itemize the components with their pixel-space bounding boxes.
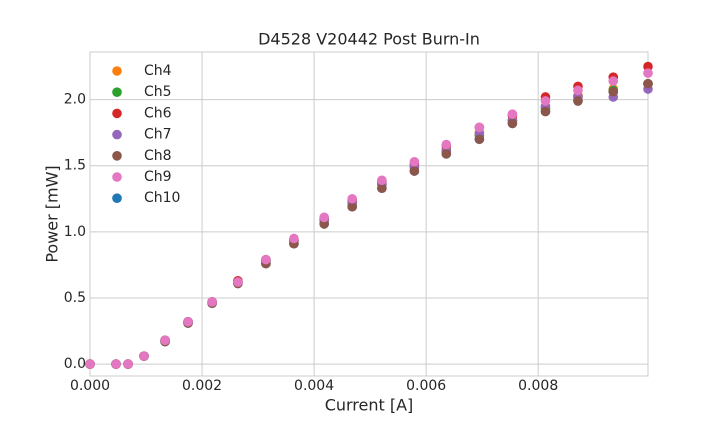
data-point (409, 166, 420, 176)
legend-label: Ch6 (144, 105, 172, 121)
data-point (643, 68, 653, 78)
data-point (123, 359, 133, 369)
legend-marker (112, 129, 122, 140)
data-point (347, 201, 357, 212)
data-point (319, 212, 329, 223)
data-point (111, 359, 121, 369)
data-point (540, 96, 551, 106)
data-point (441, 139, 452, 150)
y-tick-label: 0.5 (64, 290, 86, 306)
legend-label: Ch4 (144, 63, 172, 79)
data-point (540, 106, 551, 117)
data-point (507, 109, 518, 119)
y-tick-label: 2.0 (64, 92, 86, 108)
data-point (643, 61, 653, 72)
legend-marker (112, 151, 122, 161)
x-tick-label: 0.000 (70, 378, 110, 394)
y-tick-label: 1.0 (64, 224, 86, 240)
legend-label: Ch5 (144, 84, 172, 100)
data-point (319, 219, 329, 229)
data-point (377, 175, 387, 186)
plot-frame (89, 51, 649, 377)
y-tick-label: 1.5 (64, 158, 86, 174)
y-axis-label: Power [mW] (43, 165, 62, 262)
data-point (347, 193, 357, 204)
legend-marker (112, 87, 122, 97)
data-point (85, 359, 95, 369)
x-tick-label: 0.006 (406, 378, 446, 394)
data-point (183, 316, 193, 327)
data-point (409, 156, 420, 167)
data-point (289, 233, 299, 244)
legend-marker (112, 66, 122, 76)
legend-label: Ch7 (144, 127, 172, 143)
legend-marker (112, 108, 122, 119)
x-tick-label: 0.002 (182, 378, 222, 394)
data-point (233, 277, 243, 287)
legend-marker (112, 172, 122, 182)
data-point (643, 78, 653, 89)
data-point (474, 122, 485, 133)
data-point (139, 351, 149, 361)
data-point (261, 254, 271, 265)
legend-marker (112, 193, 122, 203)
y-tick-label: 0.0 (64, 356, 86, 372)
x-tick-label: 0.004 (294, 378, 334, 394)
data-point (507, 118, 518, 129)
legend-label: Ch8 (144, 148, 172, 164)
data-point (573, 85, 583, 96)
legend-label: Ch10 (144, 190, 180, 206)
data-point (573, 96, 583, 106)
data-point (608, 76, 619, 86)
data-point (160, 335, 170, 346)
x-tick-label: 0.008 (518, 378, 558, 394)
x-axis-label: Current [A] (325, 396, 414, 415)
data-point (377, 183, 387, 194)
legend-label: Ch9 (144, 169, 172, 185)
chart-title: D4528 V20442 Post Burn-In (258, 30, 480, 49)
data-point (441, 149, 452, 159)
data-point (207, 297, 217, 307)
data-point (474, 134, 485, 145)
data-point (608, 86, 619, 97)
